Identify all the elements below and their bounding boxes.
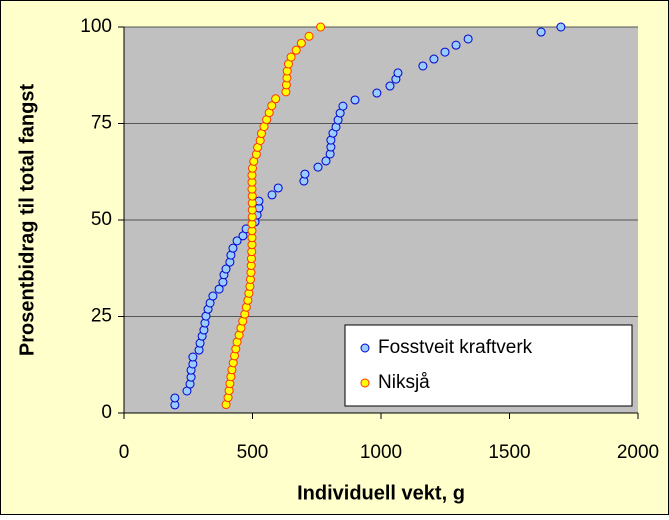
point	[228, 243, 238, 253]
y-tick-label: 100	[80, 16, 112, 37]
point	[321, 156, 331, 166]
point	[286, 52, 296, 62]
point	[267, 190, 277, 200]
point	[221, 264, 231, 274]
x-tick-label: 2000	[617, 442, 659, 463]
point	[300, 169, 310, 179]
y-tick-label: 0	[101, 402, 112, 423]
point	[429, 54, 439, 64]
y-axis-title: Prosentbidrag til total fangst	[16, 84, 38, 357]
point	[304, 31, 314, 41]
point	[313, 162, 323, 172]
point	[188, 352, 198, 362]
legend-label: Niksjå	[378, 372, 430, 393]
point	[350, 95, 360, 105]
x-axis-title: Individuell vekt, g	[297, 482, 465, 504]
y-tick-label: 75	[91, 113, 112, 134]
point	[338, 101, 348, 111]
point	[273, 183, 283, 193]
point	[296, 38, 306, 48]
x-tick-label: 500	[237, 442, 269, 463]
x-tick-label: 0	[119, 442, 130, 463]
point	[170, 393, 180, 403]
point	[316, 22, 326, 32]
point	[451, 40, 461, 50]
legend-box	[344, 324, 633, 407]
point	[232, 236, 242, 246]
point	[291, 45, 301, 55]
point	[536, 27, 546, 37]
legend-marker	[360, 343, 370, 353]
point	[271, 94, 281, 104]
point	[214, 284, 224, 294]
point	[556, 22, 566, 32]
y-tick-label: 50	[91, 209, 112, 230]
point	[218, 277, 228, 287]
legend-label: Fosstveit kraftverk	[378, 337, 533, 358]
point	[418, 61, 428, 71]
point	[385, 81, 395, 91]
point	[393, 68, 403, 78]
legend-marker	[360, 378, 370, 388]
y-tick-label: 25	[91, 306, 112, 327]
x-tick-label: 1500	[488, 442, 530, 463]
point	[440, 47, 450, 57]
point	[267, 101, 277, 111]
point	[372, 88, 382, 98]
point	[208, 291, 218, 301]
point	[463, 34, 473, 44]
x-tick-label: 1000	[360, 442, 402, 463]
